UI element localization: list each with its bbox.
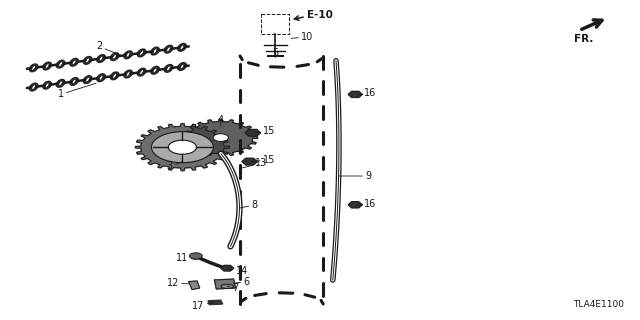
- Circle shape: [152, 132, 213, 163]
- Ellipse shape: [70, 77, 78, 85]
- Text: 13: 13: [242, 158, 268, 168]
- Ellipse shape: [43, 81, 51, 89]
- Text: 15: 15: [251, 155, 275, 165]
- Ellipse shape: [83, 76, 92, 84]
- Text: 5: 5: [272, 48, 278, 58]
- Ellipse shape: [43, 62, 51, 70]
- Text: 1: 1: [58, 83, 96, 100]
- Ellipse shape: [72, 60, 76, 65]
- Ellipse shape: [59, 62, 63, 67]
- Ellipse shape: [56, 60, 65, 68]
- Text: 8: 8: [240, 200, 258, 210]
- Ellipse shape: [32, 85, 35, 89]
- Ellipse shape: [140, 51, 143, 55]
- Text: 16: 16: [357, 88, 376, 98]
- Ellipse shape: [140, 70, 143, 75]
- Text: FR.: FR.: [574, 34, 593, 44]
- Ellipse shape: [126, 52, 130, 57]
- Ellipse shape: [29, 83, 38, 91]
- Polygon shape: [214, 279, 236, 289]
- Text: 9: 9: [339, 171, 371, 181]
- Text: 11: 11: [176, 252, 196, 263]
- Ellipse shape: [56, 79, 65, 87]
- Polygon shape: [348, 91, 362, 98]
- Polygon shape: [348, 202, 362, 208]
- Ellipse shape: [221, 284, 234, 289]
- Circle shape: [213, 134, 228, 141]
- Ellipse shape: [97, 74, 106, 82]
- Text: 2: 2: [96, 41, 125, 57]
- Ellipse shape: [110, 72, 119, 80]
- Text: 6: 6: [234, 276, 250, 287]
- Ellipse shape: [97, 55, 106, 62]
- Ellipse shape: [180, 45, 184, 50]
- Text: 3: 3: [166, 161, 182, 172]
- Polygon shape: [184, 119, 257, 156]
- Text: 10: 10: [291, 32, 314, 42]
- Ellipse shape: [151, 47, 159, 55]
- Text: 16: 16: [357, 199, 376, 209]
- Ellipse shape: [164, 45, 173, 53]
- Ellipse shape: [29, 64, 38, 72]
- Ellipse shape: [138, 49, 146, 57]
- Ellipse shape: [178, 44, 186, 51]
- Ellipse shape: [153, 49, 157, 53]
- Ellipse shape: [32, 66, 35, 70]
- Text: E-10: E-10: [307, 10, 333, 20]
- Ellipse shape: [86, 77, 90, 82]
- Ellipse shape: [99, 76, 103, 80]
- Ellipse shape: [45, 64, 49, 68]
- Polygon shape: [208, 300, 223, 305]
- Ellipse shape: [124, 70, 132, 78]
- Ellipse shape: [178, 63, 186, 70]
- Ellipse shape: [70, 58, 78, 66]
- Ellipse shape: [83, 57, 92, 64]
- Ellipse shape: [86, 58, 90, 63]
- Ellipse shape: [138, 68, 146, 76]
- Ellipse shape: [45, 83, 49, 88]
- Polygon shape: [242, 158, 257, 165]
- Text: 14: 14: [227, 266, 248, 276]
- Ellipse shape: [164, 65, 173, 72]
- Ellipse shape: [124, 51, 132, 59]
- Polygon shape: [245, 130, 260, 136]
- Ellipse shape: [99, 56, 103, 61]
- Ellipse shape: [110, 53, 119, 60]
- Circle shape: [189, 253, 202, 259]
- Polygon shape: [189, 281, 200, 290]
- Text: 4: 4: [218, 115, 224, 126]
- Ellipse shape: [113, 74, 116, 78]
- Text: 17: 17: [192, 300, 213, 311]
- Ellipse shape: [151, 66, 159, 74]
- Ellipse shape: [72, 79, 76, 84]
- Text: 7: 7: [227, 283, 239, 293]
- Text: TLA4E1100: TLA4E1100: [573, 300, 624, 309]
- Ellipse shape: [167, 47, 170, 52]
- Ellipse shape: [113, 54, 116, 59]
- Polygon shape: [136, 124, 229, 171]
- Ellipse shape: [59, 81, 63, 86]
- Text: 15: 15: [254, 126, 275, 136]
- Ellipse shape: [153, 68, 157, 73]
- Ellipse shape: [180, 64, 184, 69]
- Circle shape: [168, 140, 196, 154]
- Ellipse shape: [126, 72, 130, 76]
- Text: 12: 12: [166, 278, 189, 288]
- Ellipse shape: [167, 66, 170, 71]
- Polygon shape: [221, 265, 234, 271]
